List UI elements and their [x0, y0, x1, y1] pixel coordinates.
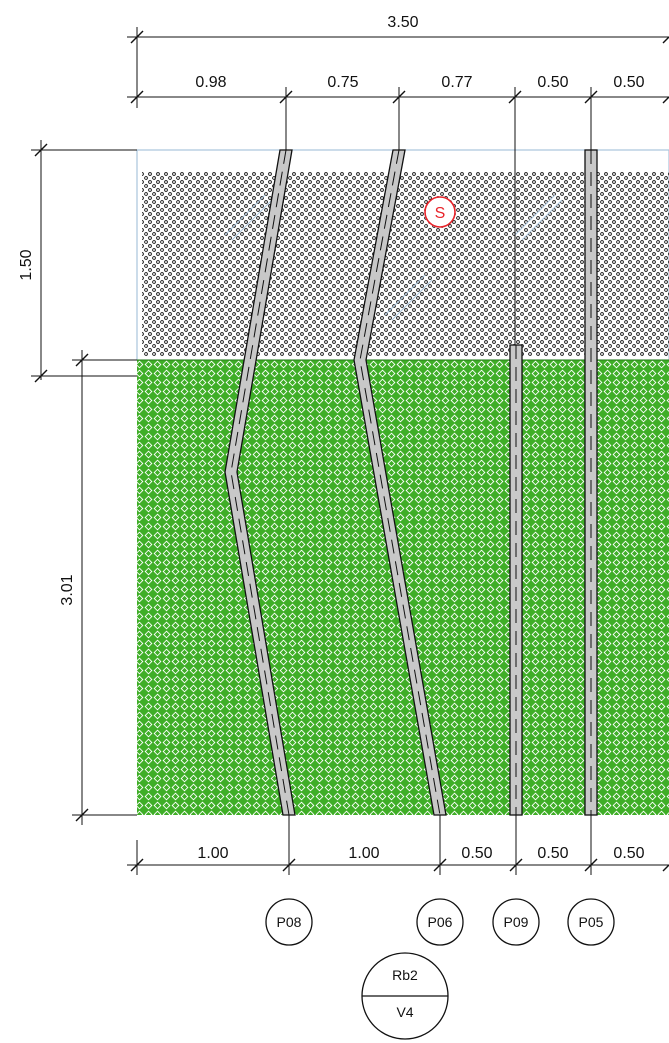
- top-seg-1: 0.98: [195, 74, 226, 91]
- pile-tag-P06[interactable]: P06: [416, 898, 464, 946]
- bottom-seg-4: 0.50: [537, 845, 568, 862]
- pile-tag-P05-label: P05: [579, 914, 604, 930]
- overall-width-label: 3.50: [387, 14, 418, 31]
- pile-P09: [509, 344, 523, 816]
- pile-tag-P09-label: P09: [504, 914, 529, 930]
- upper-soil-layer: [136, 149, 669, 361]
- soil-marker-label: S: [435, 205, 446, 222]
- pile-P06: [353, 149, 447, 816]
- left-dimensions: 1.50 3.01: [18, 140, 137, 825]
- upper-height-label: 1.50: [18, 249, 35, 280]
- pile-tag-P08[interactable]: P08: [265, 898, 313, 946]
- bottom-seg-5: 0.50: [613, 845, 644, 862]
- bottom-seg-2: 1.00: [348, 845, 379, 862]
- pile-tag-P05[interactable]: P05: [567, 898, 615, 946]
- top-seg-3: 0.77: [441, 74, 472, 91]
- lower-height-label: 3.01: [59, 574, 76, 605]
- section-tag[interactable]: Rb2 V4: [361, 952, 449, 1040]
- top-seg-4: 0.50: [537, 74, 568, 91]
- pile-tag-P06-label: P06: [428, 914, 453, 930]
- pile-tag-P08-label: P08: [277, 914, 302, 930]
- top-seg-2: 0.75: [327, 74, 358, 91]
- pile-P05: [584, 149, 598, 816]
- pile-tag-P09[interactable]: P09: [492, 898, 540, 946]
- top-dimensions: 3.50 0.98 0.75 0.77 0.50 0.50: [127, 14, 669, 345]
- bottom-seg-1: 1.00: [197, 845, 228, 862]
- section-tag-top: Rb2: [392, 967, 418, 983]
- bottom-dimensions: 1.00 1.00 0.50 0.50 0.50: [127, 815, 669, 875]
- pile-P08: [224, 149, 296, 816]
- section-tag-bottom: V4: [396, 1004, 413, 1020]
- bottom-seg-3: 0.50: [461, 845, 492, 862]
- top-seg-5: 0.50: [613, 74, 644, 91]
- soil-marker: S: [424, 196, 456, 228]
